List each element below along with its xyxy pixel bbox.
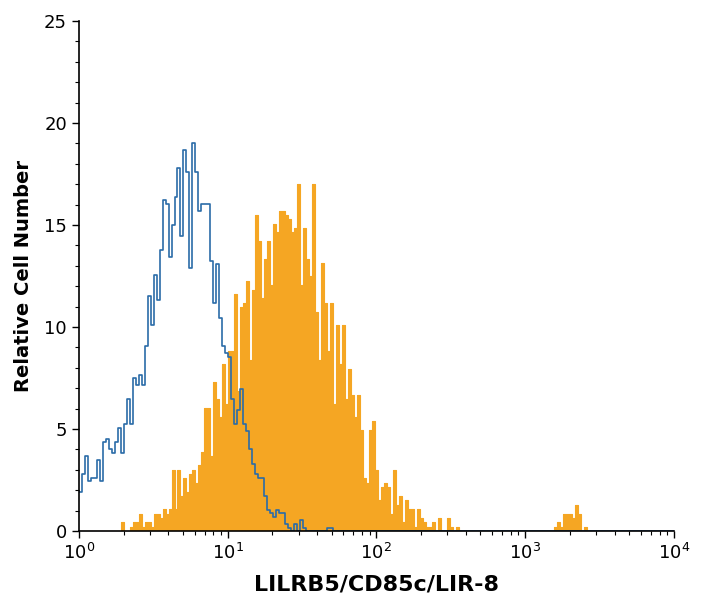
X-axis label: LILRB5/CD85c/LIR-8: LILRB5/CD85c/LIR-8 — [254, 574, 499, 594]
Y-axis label: Relative Cell Number: Relative Cell Number — [14, 160, 33, 392]
